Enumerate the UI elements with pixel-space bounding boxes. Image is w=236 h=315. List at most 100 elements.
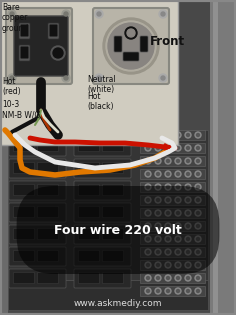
- FancyBboxPatch shape: [140, 130, 205, 140]
- Circle shape: [197, 198, 199, 202]
- Circle shape: [186, 277, 190, 279]
- Circle shape: [186, 173, 190, 175]
- FancyBboxPatch shape: [140, 221, 205, 231]
- Text: www.askmediy.com: www.askmediy.com: [74, 299, 162, 308]
- Text: Four wire 220 volt: Four wire 220 volt: [54, 224, 182, 237]
- Circle shape: [156, 186, 160, 188]
- Circle shape: [145, 249, 151, 255]
- FancyBboxPatch shape: [38, 185, 59, 196]
- Circle shape: [159, 10, 167, 18]
- FancyBboxPatch shape: [74, 137, 131, 156]
- Circle shape: [147, 238, 149, 240]
- Circle shape: [185, 223, 191, 229]
- Circle shape: [186, 211, 190, 215]
- FancyBboxPatch shape: [210, 0, 236, 315]
- Circle shape: [197, 134, 199, 136]
- FancyBboxPatch shape: [79, 140, 100, 152]
- FancyBboxPatch shape: [74, 247, 131, 266]
- Circle shape: [155, 249, 161, 255]
- FancyBboxPatch shape: [13, 163, 34, 174]
- Circle shape: [156, 198, 160, 202]
- Circle shape: [167, 173, 169, 175]
- Circle shape: [53, 48, 63, 58]
- FancyBboxPatch shape: [102, 228, 123, 239]
- Circle shape: [155, 210, 161, 216]
- Circle shape: [167, 238, 169, 240]
- FancyBboxPatch shape: [140, 169, 205, 179]
- Circle shape: [51, 46, 65, 60]
- Circle shape: [147, 159, 149, 163]
- FancyBboxPatch shape: [38, 228, 59, 239]
- FancyBboxPatch shape: [140, 182, 205, 192]
- Circle shape: [175, 236, 181, 242]
- Circle shape: [195, 145, 201, 151]
- Circle shape: [197, 289, 199, 293]
- Circle shape: [195, 249, 201, 255]
- FancyBboxPatch shape: [19, 23, 30, 39]
- Circle shape: [8, 74, 16, 82]
- Circle shape: [195, 262, 201, 268]
- Circle shape: [147, 134, 149, 136]
- Circle shape: [165, 236, 171, 242]
- Circle shape: [97, 76, 101, 80]
- Circle shape: [185, 210, 191, 216]
- Circle shape: [145, 223, 151, 229]
- Circle shape: [175, 145, 181, 151]
- Circle shape: [155, 236, 161, 242]
- FancyBboxPatch shape: [102, 140, 123, 152]
- Circle shape: [185, 275, 191, 281]
- FancyBboxPatch shape: [93, 8, 169, 84]
- FancyBboxPatch shape: [213, 0, 218, 315]
- Circle shape: [177, 198, 180, 202]
- Circle shape: [155, 275, 161, 281]
- FancyBboxPatch shape: [140, 208, 205, 218]
- Circle shape: [177, 225, 180, 227]
- Circle shape: [177, 146, 180, 150]
- Circle shape: [175, 197, 181, 203]
- Circle shape: [186, 264, 190, 266]
- Circle shape: [167, 134, 169, 136]
- Circle shape: [156, 225, 160, 227]
- Circle shape: [177, 159, 180, 163]
- Text: Hot
(black): Hot (black): [87, 92, 114, 112]
- FancyBboxPatch shape: [140, 156, 205, 166]
- Circle shape: [161, 12, 165, 16]
- Circle shape: [167, 264, 169, 266]
- Circle shape: [147, 211, 149, 215]
- Circle shape: [197, 238, 199, 240]
- Circle shape: [10, 12, 14, 16]
- FancyBboxPatch shape: [13, 272, 34, 284]
- Circle shape: [156, 146, 160, 150]
- Text: Front: Front: [150, 35, 185, 48]
- Circle shape: [185, 236, 191, 242]
- Circle shape: [177, 264, 180, 266]
- FancyBboxPatch shape: [102, 250, 123, 261]
- FancyBboxPatch shape: [38, 272, 59, 284]
- Circle shape: [165, 171, 171, 177]
- Circle shape: [64, 76, 68, 80]
- Circle shape: [197, 173, 199, 175]
- FancyBboxPatch shape: [74, 225, 131, 244]
- Circle shape: [165, 210, 171, 216]
- Circle shape: [147, 146, 149, 150]
- Circle shape: [167, 198, 169, 202]
- Circle shape: [145, 197, 151, 203]
- Circle shape: [165, 275, 171, 281]
- FancyBboxPatch shape: [9, 225, 66, 244]
- FancyBboxPatch shape: [9, 137, 66, 156]
- FancyBboxPatch shape: [9, 269, 66, 288]
- Circle shape: [145, 145, 151, 151]
- FancyBboxPatch shape: [9, 203, 66, 222]
- Circle shape: [186, 134, 190, 136]
- Circle shape: [186, 250, 190, 254]
- Circle shape: [147, 186, 149, 188]
- Circle shape: [185, 184, 191, 190]
- Circle shape: [185, 158, 191, 164]
- Circle shape: [195, 236, 201, 242]
- Circle shape: [10, 76, 14, 80]
- Circle shape: [155, 288, 161, 294]
- Circle shape: [175, 249, 181, 255]
- Circle shape: [145, 184, 151, 190]
- Circle shape: [103, 18, 159, 74]
- Circle shape: [185, 288, 191, 294]
